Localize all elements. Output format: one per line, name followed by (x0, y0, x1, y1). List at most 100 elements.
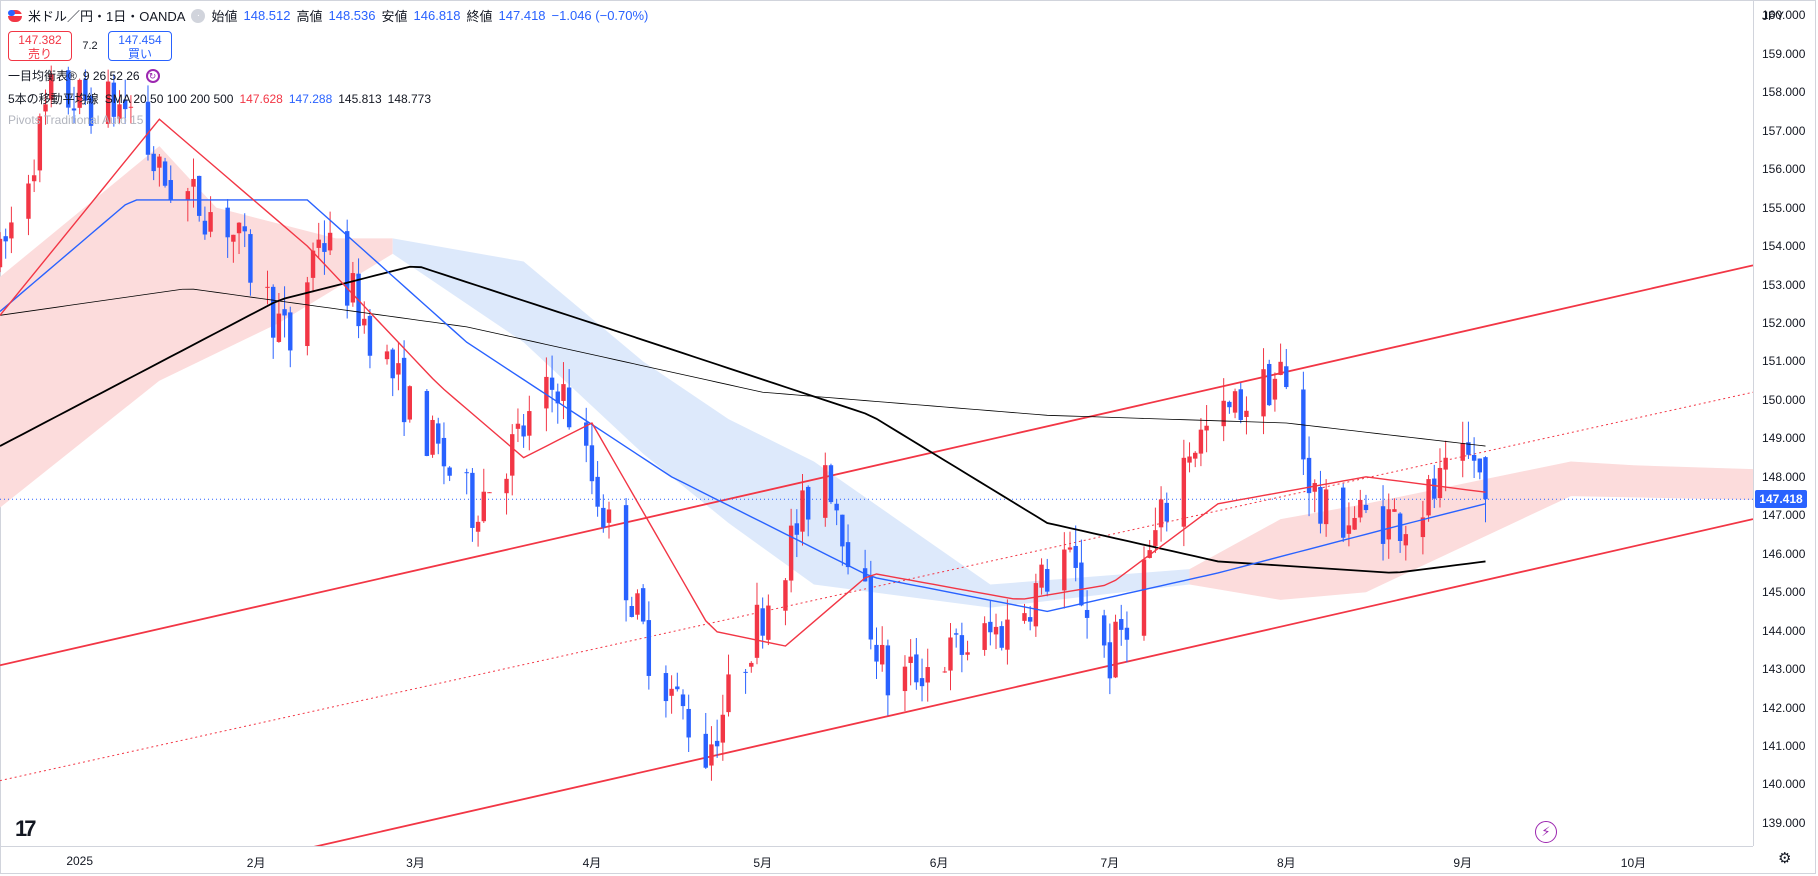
candle-body (390, 349, 395, 379)
ichimoku-cloud-bull (0, 146, 393, 508)
trade-buttons-row: 147.382 売り 7.2 147.454 買い (8, 31, 648, 61)
price-axis-label: 158.000 (1762, 85, 1806, 100)
candle-body (1005, 619, 1010, 650)
candle-body (521, 425, 526, 437)
candle-body (208, 212, 213, 232)
ichimoku-legend[interactable]: 一目均衡表® 9 26 52 26 ↻ (8, 67, 648, 84)
candle-body (714, 740, 720, 747)
symbol-title[interactable]: 米ドル／円・1日・OANDA (28, 9, 186, 24)
candle-body (265, 286, 270, 288)
price-axis-label: 159.000 (1762, 46, 1806, 61)
ichimoku-params: 9 26 52 26 (82, 68, 140, 83)
candle-body (959, 635, 965, 655)
candle-body (709, 744, 714, 766)
candle-body (874, 644, 879, 662)
candle-body (1221, 400, 1226, 427)
candle-body (31, 175, 37, 182)
candle-body (675, 686, 680, 690)
time-axis-label: 6月 (929, 856, 949, 870)
candle-body (236, 222, 242, 234)
candle-body (566, 387, 572, 428)
candle-body (606, 509, 612, 523)
time-axis-label: 8月 (1276, 856, 1296, 870)
price-change: −1.046 (−0.70%) (551, 8, 649, 23)
price-axis-label: 147.000 (1762, 508, 1806, 523)
candle-body (1301, 389, 1306, 460)
candle-body (1261, 369, 1266, 417)
price-axis-label: 145.000 (1762, 585, 1806, 600)
market-status-icon[interactable]: · (191, 8, 206, 23)
refresh-icon[interactable]: ↻ (145, 68, 160, 83)
candle-body (549, 377, 555, 390)
candle-body (1187, 456, 1192, 463)
candle-body (1067, 547, 1073, 550)
sell-price: 147.382 (18, 33, 62, 47)
candle-body (282, 309, 287, 316)
candle-body (1471, 454, 1477, 461)
candle-body (276, 313, 282, 342)
candle-body (527, 411, 532, 436)
candle-body (26, 183, 31, 219)
candle-body (868, 575, 874, 640)
candle-body (1181, 457, 1187, 527)
candle-body (646, 620, 652, 676)
time-axis[interactable]: 2025 2月 3月 4月 5月 6月 7月 8月 9月 10月 (0, 846, 1753, 875)
low-value: 146.818 (413, 8, 461, 23)
lightning-alert-icon[interactable]: ⚡ (1535, 821, 1557, 843)
candle-body (424, 391, 430, 456)
candle-body (902, 666, 908, 692)
time-axis-label: 4月 (582, 856, 602, 870)
candle-body (0, 238, 3, 268)
price-axis-label: 160.000 (1762, 8, 1806, 23)
candle-body (766, 605, 771, 640)
candle-body (845, 542, 851, 568)
candle-body (680, 694, 686, 707)
candle-body (327, 232, 333, 251)
candle-body (43, 104, 48, 112)
price-axis[interactable]: 160.000 159.000 158.000 157.000 156.000 155.0… (1753, 0, 1818, 846)
candle-body (117, 104, 122, 119)
candle-body (879, 644, 885, 665)
price-axis-label: 143.000 (1762, 662, 1806, 677)
pivots-legend[interactable]: Pivots Traditional Auto 15 (8, 113, 648, 127)
tradingview-logo-icon[interactable]: 17 (15, 816, 37, 841)
candle-body (988, 621, 993, 633)
candle-body (197, 175, 202, 216)
currency-label[interactable]: JPY (1762, 9, 1785, 23)
price-axis-label: 148.000 (1762, 469, 1806, 484)
candle-body (128, 106, 134, 108)
candle-body (310, 250, 316, 278)
candle-body (1119, 619, 1124, 630)
chart-legend: 米ドル／円・1日・OANDA · 始値 148.512 高値 148.536 安値 1… (8, 6, 648, 127)
candle-body (1107, 642, 1113, 679)
candle-body (1033, 583, 1039, 627)
candle-body (1227, 401, 1232, 408)
candle-body (840, 514, 845, 547)
candle-body (1352, 517, 1357, 530)
buy-button[interactable]: 147.454 買い (108, 31, 172, 61)
candle-body (1358, 499, 1363, 518)
close-value: 147.418 (498, 8, 546, 23)
price-axis-label: 155.000 (1762, 200, 1806, 215)
candle-body (447, 467, 452, 476)
ma-legend[interactable]: 5本の移動平均線 SMA 20 50 100 200 500 147.628 1… (8, 90, 648, 107)
candle-body (925, 667, 930, 683)
ichimoku-cloud-bear (392, 238, 1190, 608)
candle-body (1062, 549, 1067, 591)
candle-body (191, 178, 196, 187)
candle-body (726, 674, 731, 713)
ma-value-50: 147.288 (288, 91, 333, 106)
candle-body (145, 101, 151, 155)
settings-gear-icon[interactable]: ⚙ (1778, 850, 1792, 867)
ichimoku-cloud-bull-2 (1189, 461, 1753, 600)
price-chart-plot[interactable] (0, 0, 1753, 846)
candle-body (948, 637, 953, 671)
candle-body (794, 523, 800, 535)
time-axis-label: 10月 (1620, 856, 1647, 870)
candle-body (316, 239, 321, 248)
sell-button[interactable]: 147.382 売り (8, 31, 72, 61)
candle-body (914, 654, 919, 683)
candle-body (3, 236, 8, 242)
candle-body (202, 220, 208, 235)
time-axis-label: 9月 (1453, 856, 1473, 870)
